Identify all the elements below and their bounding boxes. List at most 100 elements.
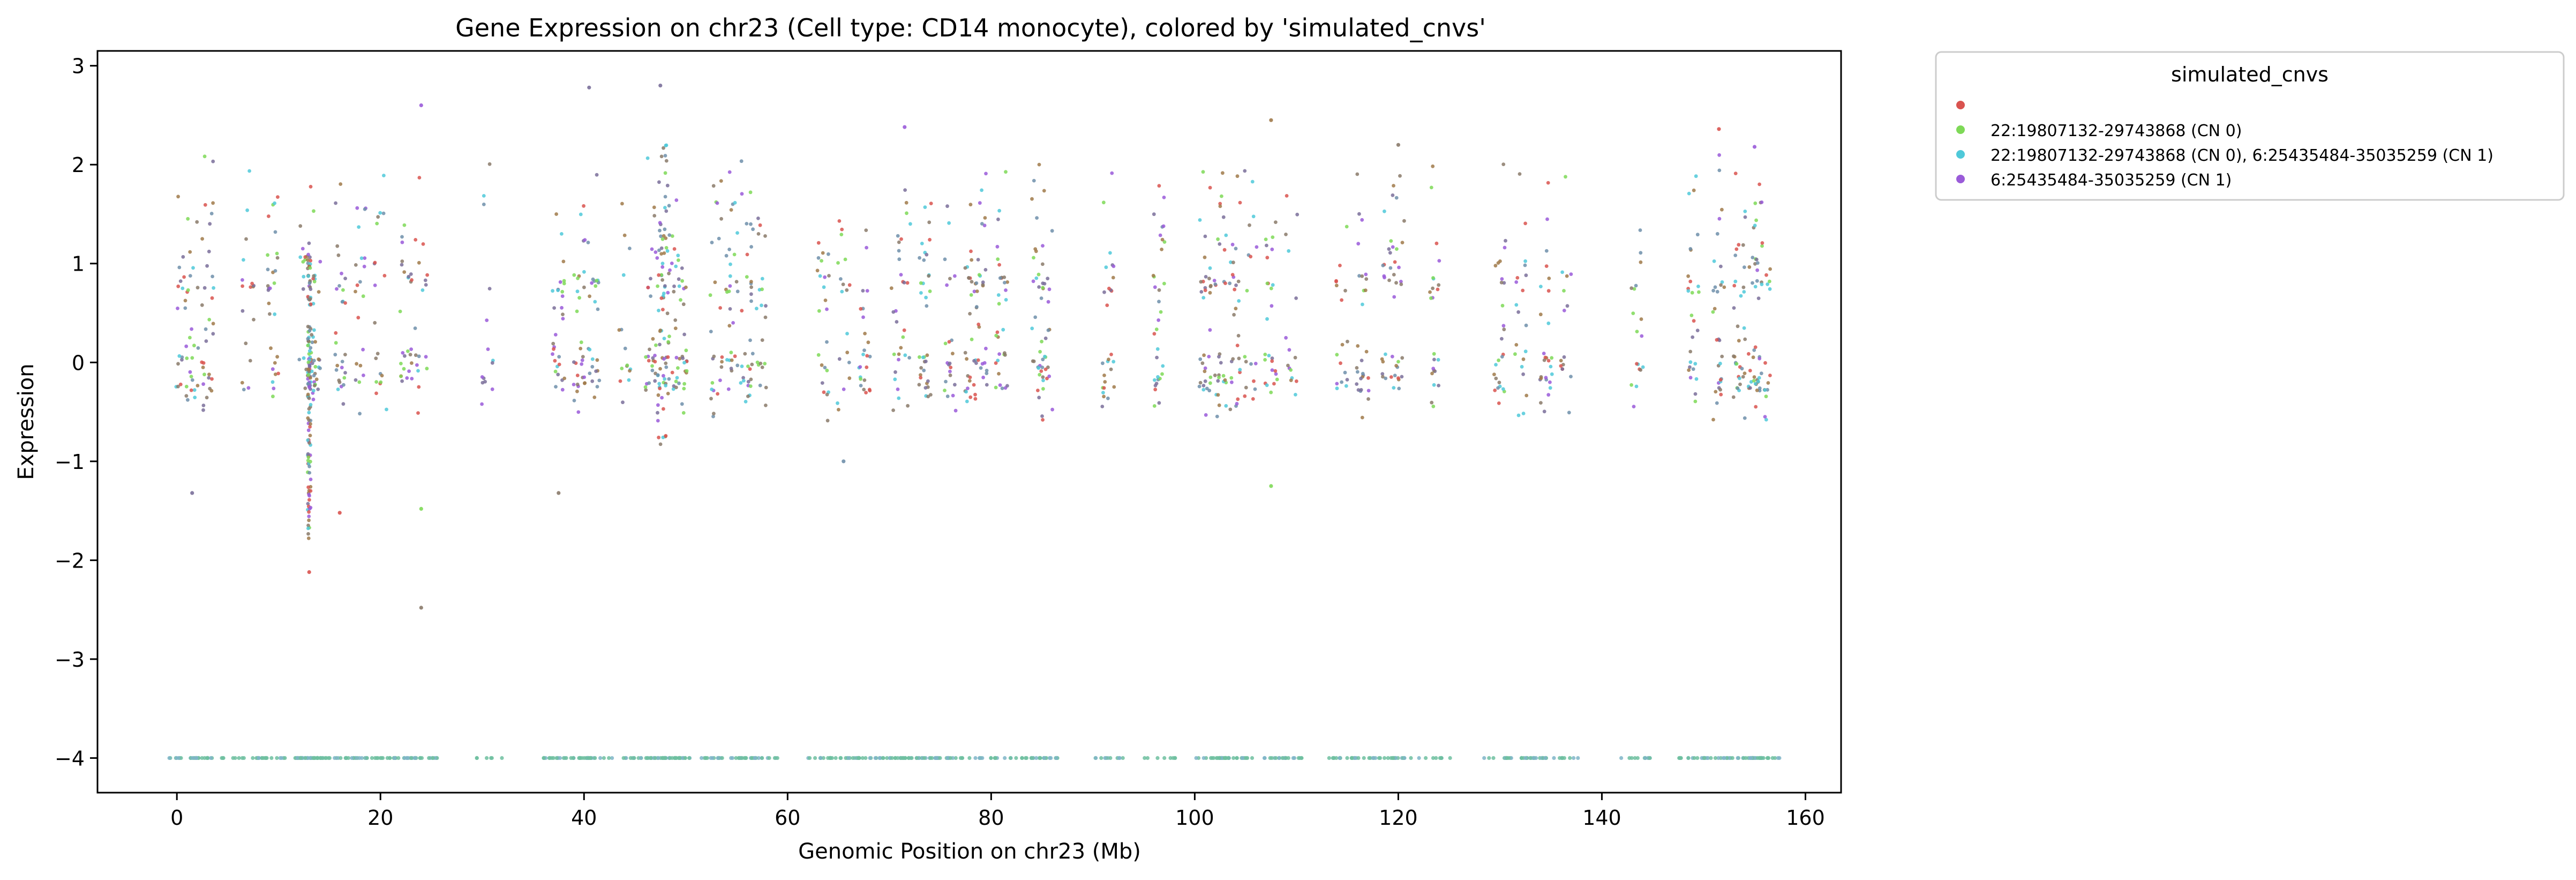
data-point — [1715, 289, 1719, 294]
data-point — [945, 394, 950, 398]
data-point — [1391, 756, 1395, 760]
legend-marker — [1956, 125, 1965, 134]
x-tick-label: 140 — [1582, 806, 1621, 830]
data-point — [749, 377, 753, 382]
data-point — [745, 222, 749, 226]
data-point — [1229, 260, 1233, 264]
data-point — [948, 369, 952, 374]
data-point — [339, 756, 343, 760]
data-point — [816, 241, 821, 245]
data-point — [240, 756, 244, 760]
data-point — [272, 281, 276, 285]
data-point — [994, 385, 998, 390]
data-point — [677, 277, 681, 281]
data-point — [1448, 756, 1452, 760]
data-point — [337, 380, 342, 384]
data-point — [749, 280, 753, 284]
data-point — [1641, 365, 1645, 369]
data-point — [244, 237, 248, 241]
data-point — [970, 258, 974, 262]
data-point — [1713, 307, 1717, 311]
data-point — [734, 280, 739, 284]
data-point — [861, 315, 865, 319]
data-point — [318, 366, 322, 370]
data-point — [417, 260, 421, 265]
data-point — [1208, 290, 1212, 295]
data-point — [376, 215, 380, 219]
legend-entry-label: 6:25435484-35035259 (CN 1) — [1991, 171, 2232, 190]
data-point — [725, 358, 729, 362]
data-point — [1263, 358, 1267, 362]
data-point — [343, 301, 347, 305]
data-point — [657, 248, 661, 252]
data-point — [590, 357, 595, 361]
data-point — [355, 362, 358, 366]
data-point — [190, 356, 194, 360]
data-point — [307, 241, 311, 245]
data-point — [682, 332, 686, 337]
data-point — [1399, 280, 1403, 284]
data-point — [863, 332, 867, 335]
data-point — [186, 217, 190, 221]
data-point — [1199, 290, 1204, 294]
data-point — [252, 318, 256, 322]
data-point — [307, 364, 312, 368]
data-point — [837, 219, 842, 223]
data-point — [201, 366, 205, 369]
data-point — [298, 756, 303, 760]
data-point — [968, 395, 973, 399]
data-point — [1752, 375, 1756, 379]
data-point — [577, 296, 581, 300]
data-point — [665, 311, 670, 316]
data-point — [1751, 281, 1754, 285]
data-point — [596, 307, 600, 311]
data-point — [306, 382, 310, 386]
data-point — [899, 346, 903, 350]
data-point — [1718, 361, 1722, 366]
data-point — [308, 425, 312, 429]
data-point — [1207, 277, 1211, 281]
data-point — [944, 379, 948, 384]
data-point — [1569, 272, 1573, 276]
data-point — [945, 283, 949, 287]
data-point — [733, 200, 737, 205]
data-point — [653, 379, 657, 383]
data-point — [248, 359, 252, 363]
data-point — [490, 756, 494, 760]
data-point — [1335, 386, 1339, 391]
data-point — [1285, 194, 1289, 198]
data-point — [1741, 375, 1745, 379]
data-point — [1355, 172, 1360, 176]
data-point — [827, 252, 830, 256]
data-point — [656, 393, 660, 397]
data-point — [717, 236, 721, 241]
data-point — [1648, 756, 1652, 760]
data-point — [970, 337, 974, 341]
data-point — [1539, 285, 1543, 288]
data-point — [925, 304, 929, 308]
data-point — [813, 756, 817, 760]
data-point — [1228, 407, 1233, 412]
data-point — [1267, 354, 1271, 357]
data-point — [1391, 245, 1395, 249]
data-point — [485, 756, 489, 760]
data-point — [1432, 352, 1436, 356]
data-point — [1521, 412, 1526, 415]
data-point — [659, 273, 664, 277]
data-point — [400, 240, 404, 244]
data-point — [424, 283, 428, 287]
data-point — [1499, 280, 1504, 285]
data-point — [1162, 196, 1166, 199]
data-point — [419, 506, 423, 511]
data-point — [1731, 395, 1736, 399]
data-point — [1692, 756, 1696, 760]
data-point — [1040, 339, 1043, 344]
data-point — [651, 356, 655, 360]
data-point — [677, 381, 681, 385]
data-point — [1249, 362, 1253, 366]
data-point — [730, 358, 734, 362]
data-point — [1046, 300, 1050, 304]
data-point — [1695, 756, 1700, 760]
data-point — [1224, 233, 1228, 237]
